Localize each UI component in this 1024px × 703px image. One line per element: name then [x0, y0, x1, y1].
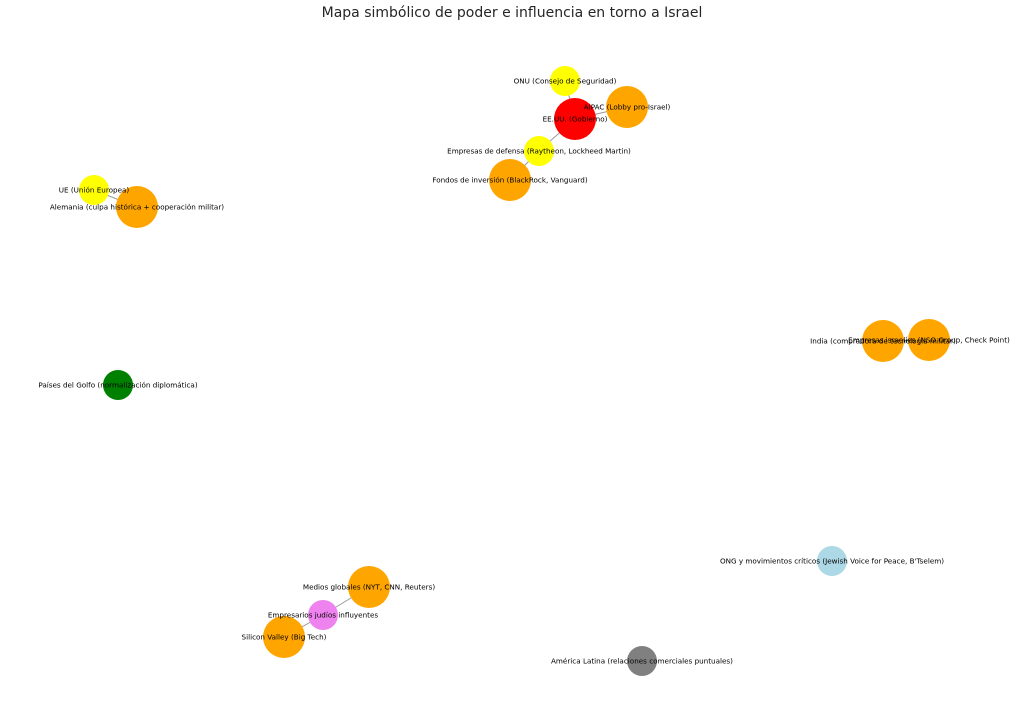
node-aipac: [606, 86, 648, 128]
node-silicon: [263, 616, 305, 658]
node-empresarios: [308, 600, 338, 630]
node-label-defensa: Empresas de defensa (Raytheon, Lockheed …: [447, 147, 631, 156]
node-label-latam: América Latina (relaciones comerciales p…: [551, 657, 733, 666]
node-label-ciber: Empresas israelíes (NSO Group, Check Poi…: [848, 336, 1010, 345]
diagram-title: Mapa simbólico de poder e influencia en …: [321, 5, 703, 21]
node-label-ue: UE (Unión Europea): [59, 186, 130, 195]
node-label-onu: ONU (Consejo de Seguridad): [514, 77, 617, 86]
node-ue: [79, 175, 109, 205]
node-defensa: [524, 136, 554, 166]
nodes-layer: [79, 66, 950, 676]
node-label-ong: ONG y movimientos críticos (Jewish Voice…: [720, 557, 944, 566]
node-onu: [550, 66, 580, 96]
node-label-aipac: AIPAC (Lobby pro-Israel): [584, 103, 671, 112]
node-india: [862, 320, 904, 362]
node-label-golfo: Países del Golfo (normalización diplomát…: [38, 381, 197, 390]
node-label-eeuu: EE.UU. (Gobierno): [543, 115, 608, 124]
node-latam: [627, 646, 657, 676]
node-eeuu: [554, 98, 596, 140]
labels-layer: ONU (Consejo de Seguridad) AIPAC (Lobby p…: [38, 77, 1010, 666]
node-label-alemania: Alemania (culpa histórica + cooperación …: [50, 203, 224, 212]
node-label-medios: Medios globales (NYT, CNN, Reuters): [303, 583, 435, 592]
node-golfo: [103, 370, 133, 400]
node-label-empresarios: Empresarios judíos influyentes: [268, 611, 378, 620]
node-ong: [817, 546, 847, 576]
node-ciber: [908, 319, 950, 361]
node-label-india: India (compradora de tecnología militar): [810, 337, 956, 346]
node-medios: [348, 566, 390, 608]
node-alemania: [116, 186, 158, 228]
node-fondos: [489, 159, 531, 201]
node-label-fondos: Fondos de inversión (BlackRock, Vanguard…: [432, 176, 587, 185]
node-label-silicon: Silicon Valley (Big Tech): [242, 633, 327, 642]
